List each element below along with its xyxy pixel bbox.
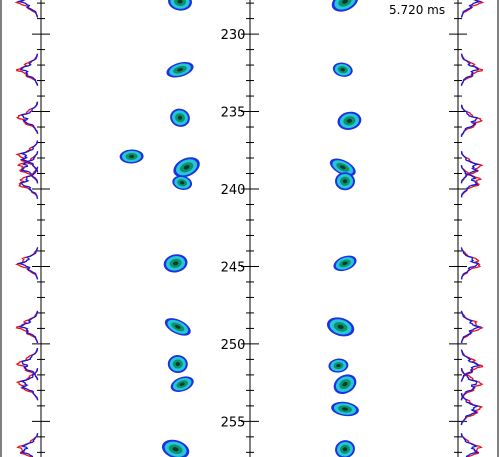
profile-trace	[460, 165, 482, 198]
blob-layer	[342, 447, 348, 452]
spray-blob	[326, 317, 355, 337]
axis-ticks	[32, 2, 467, 453]
spray-blob	[331, 401, 359, 417]
right-profile-plot	[460, 0, 485, 457]
profile-trace	[460, 0, 483, 18]
blob-layer	[180, 181, 185, 185]
profile-trace	[460, 368, 478, 401]
spray-blob	[119, 149, 144, 164]
spray-blob	[328, 358, 349, 373]
profile-trace	[21, 347, 39, 381]
spray-blob	[332, 62, 353, 77]
profile-trace	[15, 53, 39, 86]
profile-trace	[19, 53, 39, 86]
blob-layer	[183, 165, 190, 170]
profile-trace	[15, 347, 39, 381]
timestamp-label: 5.720 ms	[389, 3, 445, 17]
spray-blob	[173, 157, 200, 178]
blob-layer	[336, 364, 341, 368]
profile-trace	[19, 368, 39, 401]
spray-blob	[329, 158, 356, 177]
profile-trace	[460, 0, 485, 18]
blob-layer	[342, 0, 348, 4]
profile-trace	[460, 151, 480, 184]
spray-blob	[163, 254, 188, 273]
left-profile-plot	[14, 0, 39, 457]
spray-blob	[168, 0, 192, 11]
spray-blob	[333, 374, 357, 394]
blob-layer	[341, 407, 349, 411]
blob-layer	[342, 261, 348, 266]
spray-blob	[164, 318, 191, 336]
profile-trace	[18, 310, 39, 344]
spray-blob	[166, 61, 194, 78]
profile-trace	[19, 166, 39, 200]
spray-blob	[335, 440, 355, 457]
spray-blob	[167, 355, 188, 374]
profile-trace	[14, 0, 39, 18]
profile-trace	[460, 349, 481, 382]
profile-trace	[16, 0, 39, 18]
blob-layer	[337, 324, 344, 329]
spray-blob	[333, 255, 357, 272]
blob-layer	[174, 324, 181, 329]
tick-label: 245	[221, 260, 246, 275]
tick-label: 235	[221, 106, 246, 121]
profile-trace	[20, 433, 39, 457]
spray-blob	[172, 175, 193, 190]
profile-trace	[460, 53, 480, 86]
tick-label: 250	[221, 338, 246, 353]
blob-layer	[179, 382, 185, 386]
blob-layer	[342, 382, 348, 387]
profile-trace	[460, 247, 480, 280]
blob-layer	[128, 154, 135, 159]
spray-blob	[331, 0, 359, 12]
profile-trace	[17, 151, 39, 184]
blob-layer	[177, 0, 183, 4]
profile-trace	[460, 433, 483, 457]
tick-label: 255	[221, 415, 246, 430]
spray-blob	[170, 108, 190, 127]
blob-layer	[340, 68, 345, 72]
blob-layer	[172, 447, 179, 452]
spray-blobs	[119, 0, 362, 457]
profile-trace	[20, 151, 39, 184]
blob-layer	[342, 179, 348, 184]
profile-trace	[460, 310, 483, 344]
blob-layer	[177, 68, 183, 72]
profile-trace	[20, 101, 39, 134]
blob-layer	[339, 165, 346, 170]
profile-trace	[460, 165, 479, 198]
profile-trace	[460, 392, 480, 426]
spray-blob	[337, 111, 362, 130]
axis-tick-labels: 230 235 240 245 250 255	[221, 28, 246, 430]
blob-layer	[346, 118, 353, 123]
tick-label: 230	[221, 28, 246, 43]
tick-label: 240	[221, 183, 246, 198]
spray-blob	[170, 376, 194, 392]
profile-trace	[16, 433, 39, 457]
profile-trace	[16, 247, 39, 280]
profile-trace	[460, 53, 484, 86]
blob-layer	[177, 115, 183, 120]
spray-blob	[335, 172, 355, 191]
blob-layer	[175, 362, 180, 367]
spray-blob	[161, 439, 190, 457]
profile-trace	[460, 104, 479, 137]
profile-trace	[19, 140, 39, 173]
blob-layer	[172, 261, 179, 266]
profile-trace	[460, 433, 479, 457]
